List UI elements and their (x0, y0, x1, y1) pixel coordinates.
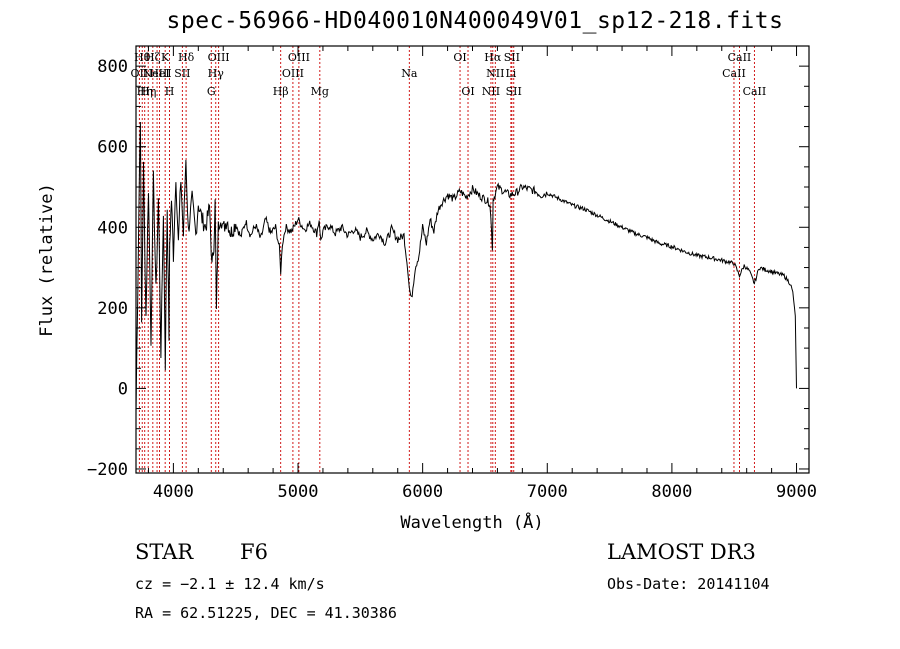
line-label-21: NII (482, 85, 500, 98)
x-tick-label-3: 7000 (527, 482, 568, 502)
line-label-8: H (165, 85, 175, 98)
line-label-4: Hζ (145, 51, 161, 64)
line-label-24: Li (505, 67, 516, 80)
line-label-11: G (207, 85, 216, 98)
line-label-10: Hδ (178, 51, 195, 64)
line-label-7: K (161, 51, 170, 64)
object-subclass: F6 (240, 540, 268, 564)
line-label-14: Hβ (273, 85, 289, 98)
line-label-12: Hγ (208, 67, 225, 80)
line-label-28: CaII (728, 51, 752, 64)
spectrum-line (135, 121, 797, 413)
series-layer (135, 121, 797, 413)
line-label-23: NII (486, 67, 504, 80)
line-label-17: Mg (311, 85, 329, 98)
obs-date: Obs-Date: 20141104 (607, 575, 770, 593)
x-tick-label-0: 4000 (153, 482, 194, 502)
y-axis-label: Flux (relative) (37, 183, 57, 337)
line-label-6: HeI (149, 67, 169, 80)
line-label-0: OII (131, 67, 149, 80)
y-tick-label-5: 800 (97, 57, 128, 77)
spectral-line-markers (138, 46, 755, 473)
x-tick-label-4: 8000 (651, 482, 692, 502)
line-label-5: NeIII (142, 67, 171, 80)
line-label-25: SII (504, 51, 520, 64)
x-tick-label-2: 6000 (402, 482, 443, 502)
axes-ticks: 4000 5000 6000 7000 8000 9000 −200 0 200 400 600 80… (87, 46, 817, 502)
x-axis-label: Wavelength (Å) (400, 511, 543, 533)
redshift-text: cz = −2.1 ± 12.4 km/s (135, 575, 325, 593)
line-label-20: OI (461, 85, 474, 98)
x-tick-label-1: 5000 (278, 482, 319, 502)
line-label-15: OIII (282, 67, 304, 80)
line-label-2: Hη (137, 85, 153, 98)
line-annotations: OIIHθHηHηHζNeIIIHeIKHSIIHδGHγOIIIHβOIIIO… (131, 51, 767, 98)
line-label-27: CaII (722, 67, 746, 80)
line-label-19: OI (453, 51, 466, 64)
line-label-29: CaII (743, 85, 767, 98)
y-tick-label-2: 200 (97, 299, 128, 319)
line-label-1: Hθ (134, 51, 151, 64)
line-label-22: Hα (484, 51, 502, 64)
line-label-26: SII (506, 85, 522, 98)
line-label-18: Na (401, 67, 418, 80)
y-tick-label-4: 600 (97, 138, 128, 158)
survey-name: LAMOST DR3 (607, 540, 756, 564)
line-label-9: SII (174, 67, 190, 80)
object-class: STAR (135, 540, 194, 564)
chart-title: spec-56966-HD040010N400049V01_sp12-218.f… (166, 8, 784, 34)
y-tick-label-3: 400 (97, 218, 128, 238)
x-tick-label-5: 9000 (776, 482, 817, 502)
line-label-13: OIII (208, 51, 230, 64)
coordinates: RA = 62.51225, DEC = 41.30386 (135, 604, 397, 622)
y-tick-label-0: −200 (87, 460, 128, 480)
line-label-16: OIII (288, 51, 310, 64)
y-tick-label-1: 0 (118, 379, 128, 399)
line-label-3: Hη (140, 85, 156, 98)
